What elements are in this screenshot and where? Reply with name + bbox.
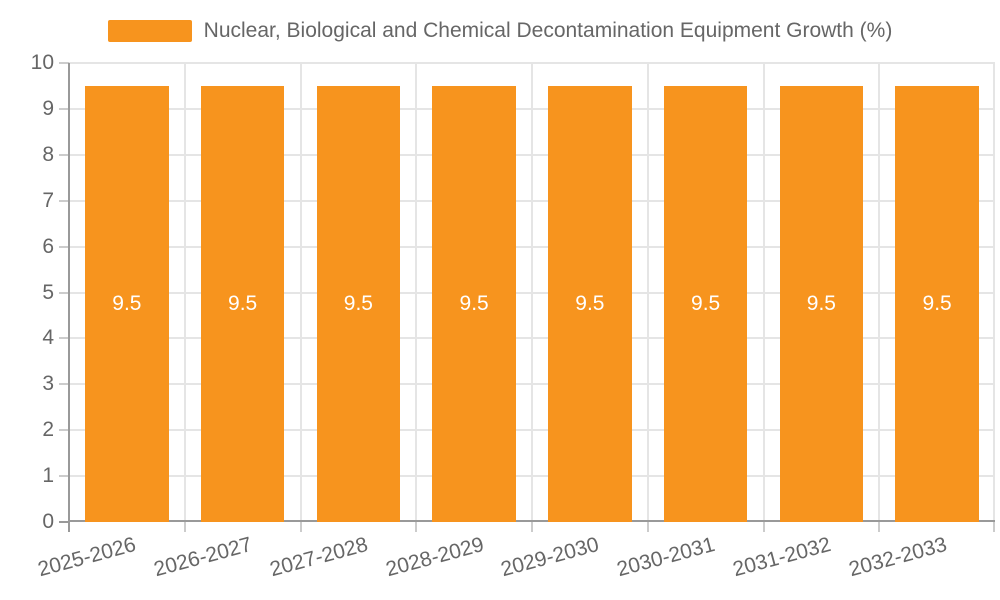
- chart-legend[interactable]: Nuclear, Biological and Chemical Deconta…: [0, 18, 1000, 44]
- bar-value-label: 9.5: [691, 291, 721, 315]
- x-gridline: [993, 63, 995, 522]
- x-tick-label: 2029-2030: [498, 533, 602, 582]
- legend-swatch: [107, 20, 192, 42]
- x-gridline: [531, 63, 533, 522]
- plot-area: 9.5 9.5 9.5 9.5 9.5 9.5 9.5 9.5: [59, 62, 995, 532]
- x-tick: [531, 522, 533, 532]
- y-tick: [59, 62, 69, 64]
- x-gridline: [183, 63, 186, 522]
- y-tick-label: 9: [42, 96, 54, 120]
- x-tick: [993, 522, 995, 532]
- y-tick: [59, 153, 69, 156]
- bar-value-label: 9.5: [459, 291, 489, 315]
- bar[interactable]: [432, 85, 516, 522]
- x-tick-label: 2026-2027: [151, 533, 255, 582]
- x-tick: [299, 522, 302, 532]
- x-gridline: [299, 63, 302, 522]
- x-tick: [878, 522, 881, 532]
- y-tick: [59, 521, 69, 523]
- bar[interactable]: [200, 85, 285, 522]
- bar-value-label: 9.5: [343, 291, 373, 315]
- x-gridline: [762, 63, 765, 522]
- y-tick: [59, 429, 69, 432]
- bar[interactable]: [895, 85, 979, 522]
- y-tick: [59, 107, 69, 110]
- bar[interactable]: [85, 85, 169, 522]
- bar-value-label: 9.5: [228, 291, 258, 315]
- bar-value-label: 9.5: [806, 291, 836, 315]
- bar-value-label: 9.5: [112, 291, 142, 315]
- y-axis-line: [68, 63, 70, 532]
- x-tick: [646, 522, 649, 532]
- x-gridline: [646, 63, 649, 522]
- y-tick-label: 4: [42, 326, 54, 350]
- x-tick: [183, 522, 186, 532]
- y-tick-label: 8: [42, 142, 54, 166]
- y-tick-label: 1: [42, 464, 54, 488]
- x-gridline: [415, 63, 418, 522]
- bar[interactable]: [316, 85, 401, 522]
- y-tick: [59, 383, 69, 386]
- y-tick-label: 2: [42, 418, 54, 442]
- x-tick-label: 2030-2031: [614, 533, 718, 582]
- x-tick: [415, 522, 418, 532]
- y-tick: [59, 245, 69, 248]
- y-tick: [59, 291, 69, 294]
- x-gridline: [878, 63, 881, 522]
- y-tick: [59, 199, 69, 202]
- y-tick-label: 7: [42, 188, 54, 212]
- x-tick-label: 2027-2028: [267, 533, 371, 582]
- y-tick-label: 3: [42, 372, 54, 396]
- legend-label: Nuclear, Biological and Chemical Deconta…: [203, 19, 893, 42]
- x-tick-label: 2031-2032: [730, 533, 834, 582]
- x-tick-label: 2028-2029: [383, 533, 487, 582]
- y-tick-label: 5: [42, 280, 54, 304]
- x-tick: [762, 522, 765, 532]
- x-tick-label: 2025-2026: [35, 533, 139, 582]
- bar[interactable]: [548, 85, 632, 522]
- bar[interactable]: [663, 85, 748, 522]
- bar[interactable]: [779, 85, 864, 522]
- y-tick: [59, 475, 69, 478]
- x-tick-label: 2032-2033: [846, 533, 950, 582]
- y-tick-label: 6: [42, 234, 54, 258]
- y-tick: [59, 337, 69, 340]
- bar-value-label: 9.5: [575, 291, 605, 315]
- y-tick-label: 10: [30, 51, 54, 74]
- x-axis-line: [69, 520, 995, 522]
- y-tick-label: 0: [42, 510, 54, 533]
- bar-value-label: 9.5: [922, 291, 952, 315]
